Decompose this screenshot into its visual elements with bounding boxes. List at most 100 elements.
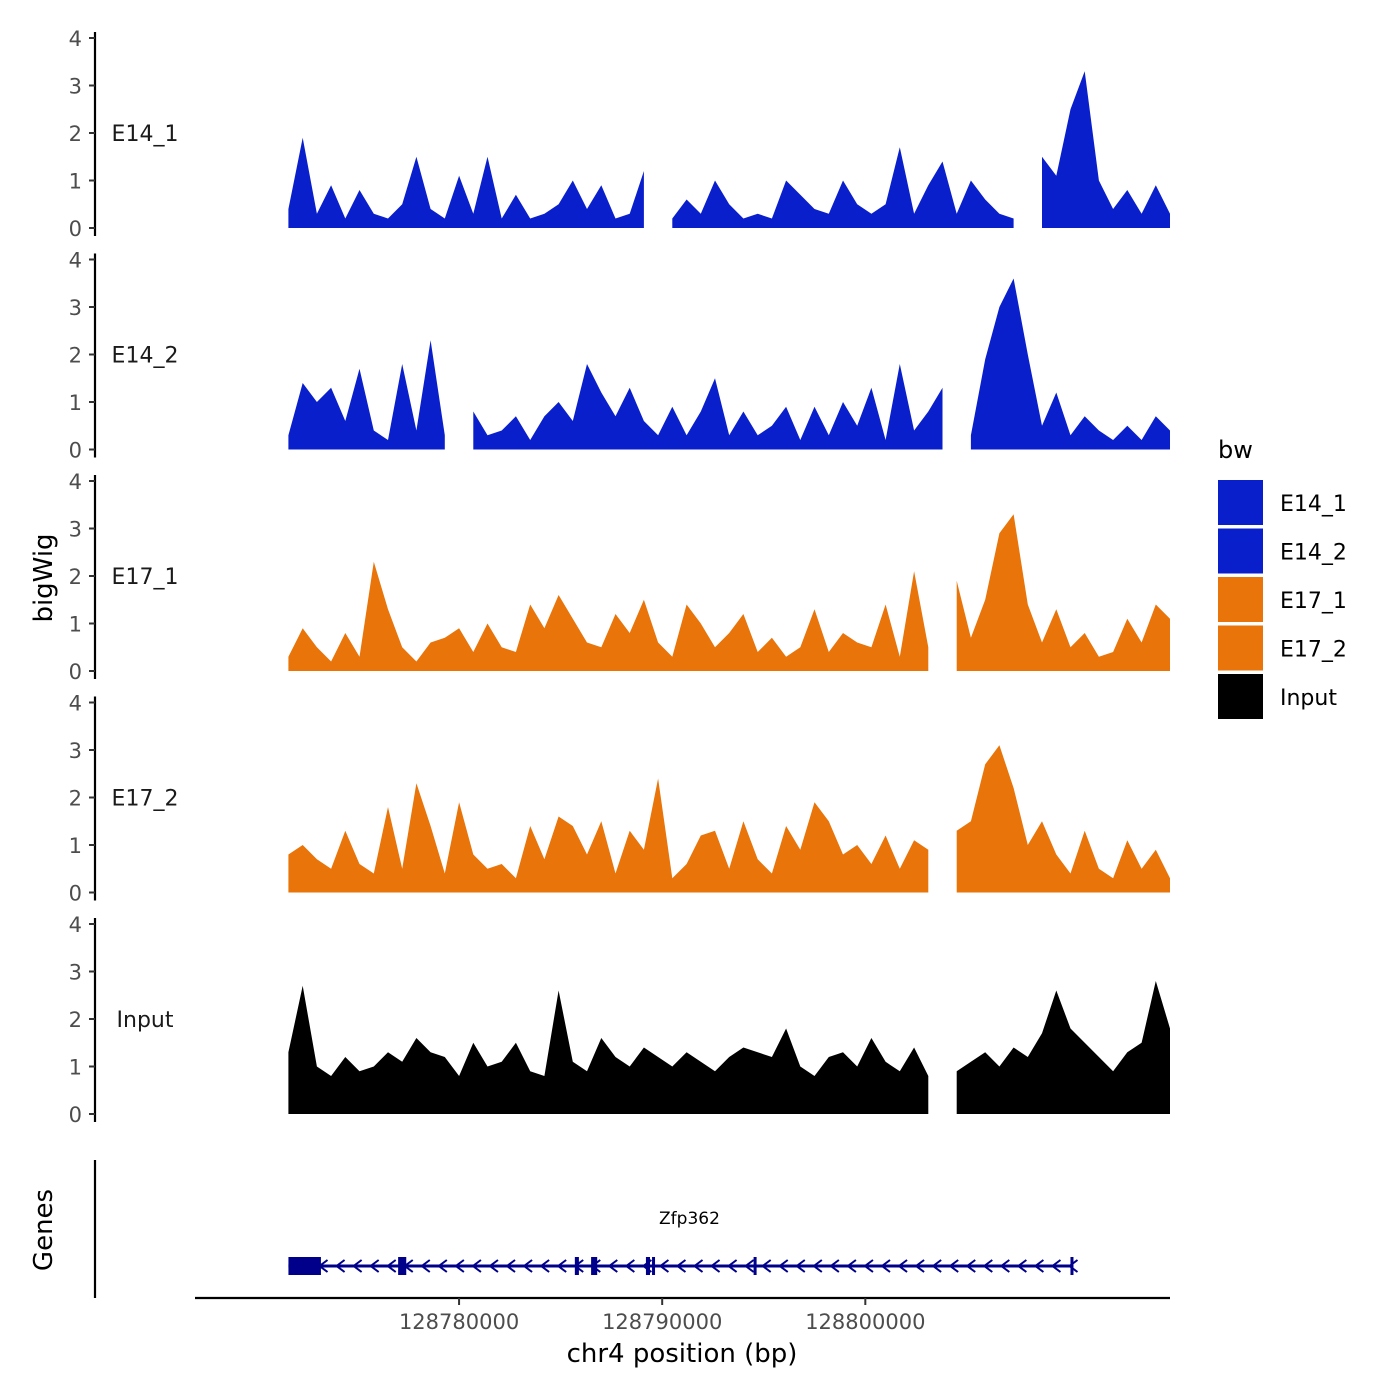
strand-arrow — [829, 1259, 840, 1273]
track-label: E14_1 — [112, 122, 179, 147]
area-Input — [288, 985, 929, 1114]
strand-arrow — [1067, 1259, 1079, 1273]
exon — [652, 1257, 656, 1275]
y-tick-label: 4 — [69, 913, 82, 937]
strand-arrow — [692, 1259, 704, 1273]
legend-swatch — [1218, 625, 1263, 671]
strand-arrow — [437, 1259, 448, 1273]
track-label: Input — [117, 1008, 174, 1033]
y-tick-label: 2 — [69, 344, 82, 368]
area-E17_1 — [956, 514, 1170, 671]
strand-arrow — [897, 1259, 908, 1273]
y-tick-label: 0 — [69, 1103, 82, 1127]
area-E14_2 — [288, 340, 445, 450]
y-tick-label: 0 — [69, 439, 82, 463]
strand-arrow — [914, 1259, 925, 1273]
y-tick-label: 4 — [69, 470, 82, 494]
legend-label: E14_2 — [1280, 541, 1347, 566]
strand-arrow — [948, 1259, 959, 1273]
exon — [591, 1257, 598, 1275]
track-Input: 0 1 2 3 4 Input — [69, 913, 1170, 1127]
exon — [645, 1257, 650, 1275]
area-E17_2 — [956, 745, 1170, 893]
area-Input — [956, 981, 1170, 1114]
area-E17_1 — [288, 561, 929, 671]
legend-label: E17_2 — [1280, 638, 1347, 663]
y-tick-label: 3 — [69, 296, 82, 320]
track-E14_2: 0 1 2 3 4 E14_2 — [69, 249, 1170, 463]
area-E14_1 — [288, 137, 644, 228]
y-tick-label: 2 — [69, 787, 82, 811]
strand-arrow — [1050, 1259, 1062, 1273]
track-label: E17_1 — [112, 565, 179, 590]
strand-arrow — [761, 1259, 772, 1273]
y-tick-label: 0 — [69, 882, 82, 906]
legend-label: E14_1 — [1280, 492, 1347, 517]
legend-swatch — [1218, 674, 1263, 719]
y-tick-label: 0 — [69, 660, 82, 684]
legend-swatch — [1218, 480, 1263, 525]
track-E17_2: 0 1 2 3 4 E17_2 — [69, 692, 1170, 906]
strand-arrow — [1033, 1259, 1045, 1273]
strand-arrow — [812, 1259, 823, 1273]
exon — [574, 1257, 579, 1275]
exon — [288, 1257, 321, 1275]
exon — [753, 1257, 757, 1275]
strand-arrow — [368, 1259, 380, 1273]
strand-arrow — [334, 1259, 346, 1273]
y-tick-label: 2 — [69, 565, 82, 589]
strand-arrow — [965, 1259, 976, 1273]
x-tick-label: 128780000 — [399, 1310, 519, 1334]
bigwig-tracks: 0 1 2 3 4 E14_1 0 1 2 3 4 E14_2 0 1 2 3 4 E17_1 0 1 2 3 4 E17_2… — [69, 27, 1170, 1127]
track-E14_1: 0 1 2 3 4 E14_1 — [69, 27, 1170, 241]
area-E17_2 — [288, 778, 929, 893]
y-tick-label: 2 — [69, 1008, 82, 1032]
exon — [398, 1257, 407, 1275]
genes-axis-title: Genes — [29, 1189, 59, 1271]
track-label: E17_2 — [112, 787, 179, 812]
strand-arrow — [505, 1259, 516, 1273]
legend-title: bw — [1218, 436, 1253, 464]
y-tick-label: 1 — [69, 613, 82, 637]
strand-arrow — [471, 1259, 482, 1273]
strand-arrow — [880, 1259, 891, 1273]
legend: bw E14_1 E14_2 E17_1 E17_2 Input — [1218, 436, 1347, 719]
y-tick-label: 3 — [69, 518, 82, 542]
y-tick-label: 3 — [69, 961, 82, 985]
strand-arrow — [675, 1259, 687, 1273]
strand-arrow — [351, 1259, 363, 1273]
strand-arrow — [709, 1259, 721, 1273]
legend-swatch — [1218, 528, 1263, 574]
strand-arrow — [607, 1259, 618, 1273]
strand-arrow — [454, 1259, 465, 1273]
legend-label: Input — [1280, 686, 1337, 711]
track-label: E14_2 — [112, 344, 179, 369]
x-tick-label: 128800000 — [805, 1310, 925, 1334]
y-tick-label: 0 — [69, 217, 82, 241]
strand-arrow — [743, 1259, 755, 1273]
strand-arrow — [863, 1259, 874, 1273]
strand-arrow — [624, 1259, 635, 1273]
gene-label: Zfp362 — [659, 1209, 720, 1229]
y-tick-label: 1 — [69, 1056, 82, 1080]
area-E14_2 — [473, 364, 943, 450]
y-tick-label: 3 — [69, 75, 82, 99]
x-axis: 128780000 128790000 128800000 — [195, 1296, 1170, 1334]
y-tick-label: 1 — [69, 834, 82, 858]
y-tick-label: 4 — [69, 27, 82, 51]
strand-arrow — [846, 1259, 857, 1273]
strand-arrow — [795, 1259, 806, 1273]
legend-swatch — [1218, 577, 1263, 622]
gene-track: Zfp362 — [93, 1160, 1079, 1298]
x-axis-title: chr4 position (bp) — [567, 1339, 798, 1369]
y-tick-label: 4 — [69, 249, 82, 273]
strand-arrow — [931, 1259, 942, 1273]
strand-arrow — [982, 1259, 993, 1273]
strand-arrow — [1016, 1259, 1027, 1273]
y-tick-label: 3 — [69, 739, 82, 763]
strand-arrow — [522, 1259, 533, 1273]
y-tick-label: 1 — [69, 391, 82, 415]
legend-label: E17_1 — [1280, 589, 1347, 614]
strand-arrow — [539, 1259, 550, 1273]
area-E14_2 — [970, 278, 1170, 450]
